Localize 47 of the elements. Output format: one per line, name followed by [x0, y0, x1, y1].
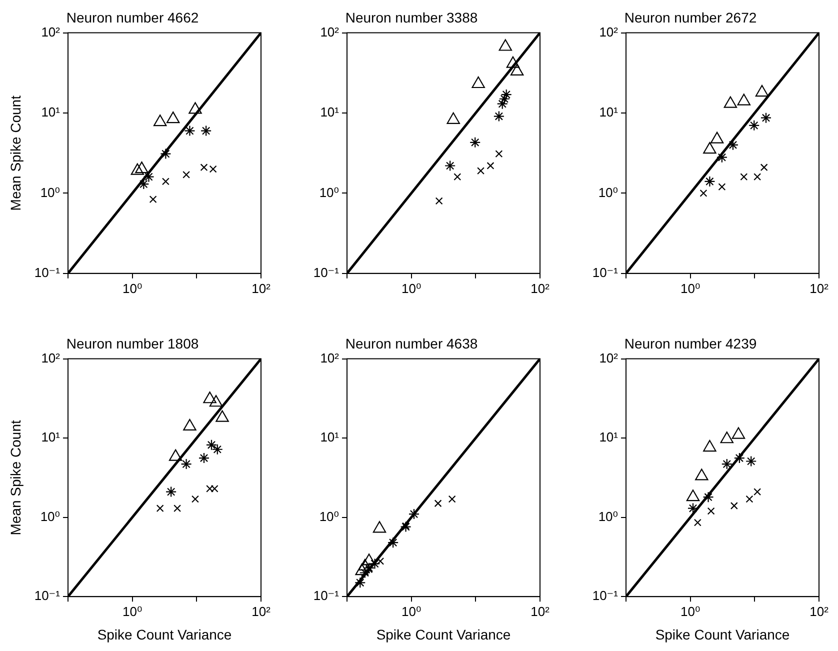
y-tick-label: 10¹: [320, 104, 340, 120]
x-axis-title: Spike Count Variance: [376, 626, 511, 642]
y-tick-label: 10¹: [41, 430, 61, 445]
y-axis-title: Mean Spike Count: [7, 95, 24, 211]
y-tick-label: 10²: [320, 24, 340, 40]
y-tick-label: 10¹: [599, 104, 619, 120]
x-tick-label: 10⁰: [680, 604, 700, 619]
y-tick-label: 10⁻¹: [592, 264, 619, 280]
y-tick-label: 10⁰: [40, 508, 60, 524]
x-tick-label: 10²: [252, 280, 272, 296]
y-tick-label: 10⁰: [319, 508, 339, 524]
x-tick-label: 10²: [810, 280, 830, 296]
y-tick-label: 10⁰: [40, 184, 60, 200]
y-tick-label: 10⁰: [319, 184, 339, 200]
y-tick-label: 10¹: [320, 430, 340, 445]
x-tick-label: 10²: [252, 604, 272, 619]
y-tick-label: 10⁰: [598, 508, 618, 524]
x-tick-label: 10²: [530, 604, 550, 619]
y-tick-label: 10⁻¹: [592, 588, 619, 604]
y-tick-label: 10²: [41, 24, 61, 40]
x-tick-label: 10⁰: [680, 280, 700, 296]
y-tick-label: 10⁻¹: [34, 264, 61, 280]
x-axis-title: Spike Count Variance: [655, 626, 790, 642]
chart-title: Neuron number 1808: [66, 335, 199, 352]
y-tick-label: 10⁻¹: [34, 588, 61, 604]
x-axis-title: Spike Count Variance: [97, 626, 232, 642]
x-tick-label: 10⁰: [401, 604, 422, 619]
y-tick-label: 10¹: [41, 104, 61, 120]
x-tick-label: 10²: [810, 604, 830, 619]
chart-title: Neuron number 4638: [345, 335, 478, 352]
chart-title: Neuron number 3388: [345, 9, 478, 26]
y-tick-label: 10⁻¹: [313, 588, 340, 604]
chart-title: Neuron number 2672: [624, 9, 757, 26]
x-tick-label: 10⁰: [401, 280, 422, 296]
chart-title: Neuron number 4662: [66, 9, 199, 26]
y-tick-label: 10⁻¹: [313, 264, 340, 280]
y-tick-label: 10²: [41, 350, 61, 366]
y-tick-label: 10⁰: [598, 184, 618, 200]
y-tick-label: 10²: [599, 24, 619, 40]
y-axis-title: Mean Spike Count: [7, 420, 24, 536]
x-tick-label: 10²: [530, 280, 550, 296]
y-tick-label: 10¹: [599, 430, 619, 445]
x-tick-label: 10⁰: [122, 280, 142, 296]
x-tick-label: 10⁰: [122, 604, 142, 619]
chart-title: Neuron number 4239: [624, 335, 757, 352]
y-tick-label: 10²: [599, 350, 619, 366]
y-tick-label: 10²: [320, 350, 340, 366]
